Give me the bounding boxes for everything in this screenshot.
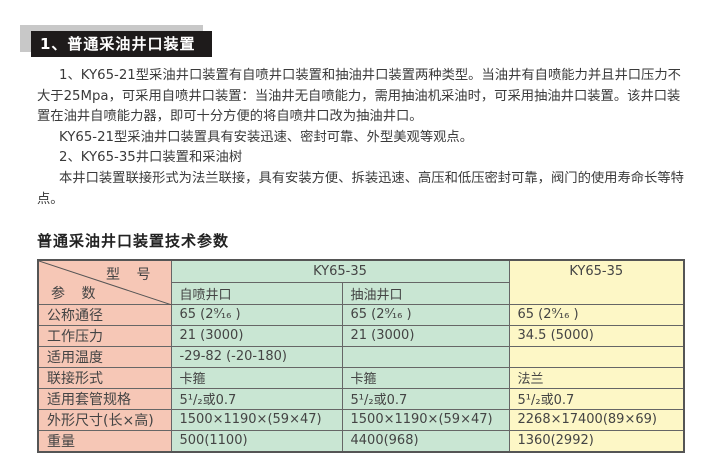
group1-header: KY65-35 (170, 259, 510, 283)
table-row: 联接形式 卡箍 卡箍 法兰 (37, 366, 685, 389)
param-label: 适用套管规格 (37, 387, 172, 410)
table-row: 适用温度 -29-82 (-20-180) (37, 345, 685, 368)
table-row: 适用套管规格 5¹/₂或0.7 5¹/₂或0.7 5¹/₂或0.7 (37, 387, 685, 410)
cell-v1: 5¹/₂或0.7 (170, 387, 343, 410)
cell-v3: 1360(2992) (508, 429, 685, 452)
cell-v3 (508, 345, 685, 368)
param-label: 公称通径 (37, 303, 172, 326)
cell-v1: 500(1100) (170, 429, 343, 452)
parameter-table: 型 号 参 数 KY65-35 KY65-35 自喷井口 抽油井口 公称通径 65… (37, 259, 685, 453)
paragraph: 1、KY65-21型采油井口装置有自喷井口装置和抽油井口装置两种类型。当油井有自… (37, 68, 681, 125)
cell-v2: 卡箍 (341, 366, 510, 389)
cell-v1: 1500×1190×(59×47) (170, 408, 343, 431)
sub-header-1: 自喷井口 (170, 281, 343, 305)
cell-v2: 1500×1190×(59×47) (341, 408, 510, 431)
sub-header-2: 抽油井口 (341, 281, 510, 305)
cell-v2: 5¹/₂或0.7 (341, 387, 510, 410)
table-row: 外形尺寸(长×高) 1500×1190×(59×47) 1500×1190×(59×… (37, 408, 685, 431)
cell-v3: 2268×17400(89×69) (508, 408, 685, 431)
cell-v1: 卡箍 (170, 366, 343, 389)
corner-bottom: 参 数 (51, 286, 102, 302)
table-title: 普通采油井口装置技术参数 (37, 232, 230, 250)
paragraph: KY65-21型采油井口装置具有安装迅速、密封可靠、外型美观等观点。 (59, 129, 474, 145)
cell-v3: 5¹/₂或0.7 (508, 387, 685, 410)
param-label: 外形尺寸(长×高) (37, 408, 172, 431)
cell-v3: 34.5 (5000) (508, 324, 685, 347)
param-label: 工作压力 (37, 324, 172, 347)
cell-v1: 65 (2⁹⁄₁₆ ) (170, 303, 343, 326)
param-label: 联接形式 (37, 366, 172, 389)
cell-v1: -29-82 (-20-180) (170, 345, 343, 368)
paragraph: 2、KY65-35井口装置和采油树 (59, 150, 243, 166)
param-label: 重量 (37, 429, 172, 452)
table-row: 重量 500(1100) 4400(968) 1360(2992) (37, 429, 685, 452)
cell-v2: 65 (2⁹⁄₁₆ ) (341, 303, 510, 326)
table-row: 工作压力 21 (3000) 21 (3000) 34.5 (5000) (37, 324, 685, 347)
corner-top: 型 号 (106, 267, 157, 283)
cell-v1: 21 (3000) (170, 324, 343, 347)
cell-v2: 21 (3000) (341, 324, 510, 347)
cell-v2: 4400(968) (341, 429, 510, 452)
group2-header: KY65-35 (508, 259, 685, 305)
corner-header: 型 号 参 数 (37, 259, 172, 305)
cell-v3: 65 (2⁹⁄₁₆ ) (508, 303, 685, 326)
diagonal-line (39, 261, 172, 305)
cell-v2 (341, 345, 510, 368)
param-label: 适用温度 (37, 345, 172, 368)
section-title: 1、普通采油井口装置 (31, 31, 212, 57)
body-text: 1、KY65-21型采油井口装置有自喷井口装置和抽油井口装置两种类型。当油井有自… (37, 66, 689, 210)
table-row: 公称通径 65 (2⁹⁄₁₆ ) 65 (2⁹⁄₁₆ ) 65 (2⁹⁄₁₆ ) (37, 303, 685, 326)
paragraph: 本井口装置联接形式为法兰联接，具有安装方便、拆装迅速、高压和低压密封可靠，阀门的… (37, 170, 684, 207)
cell-v3: 法兰 (508, 366, 685, 389)
